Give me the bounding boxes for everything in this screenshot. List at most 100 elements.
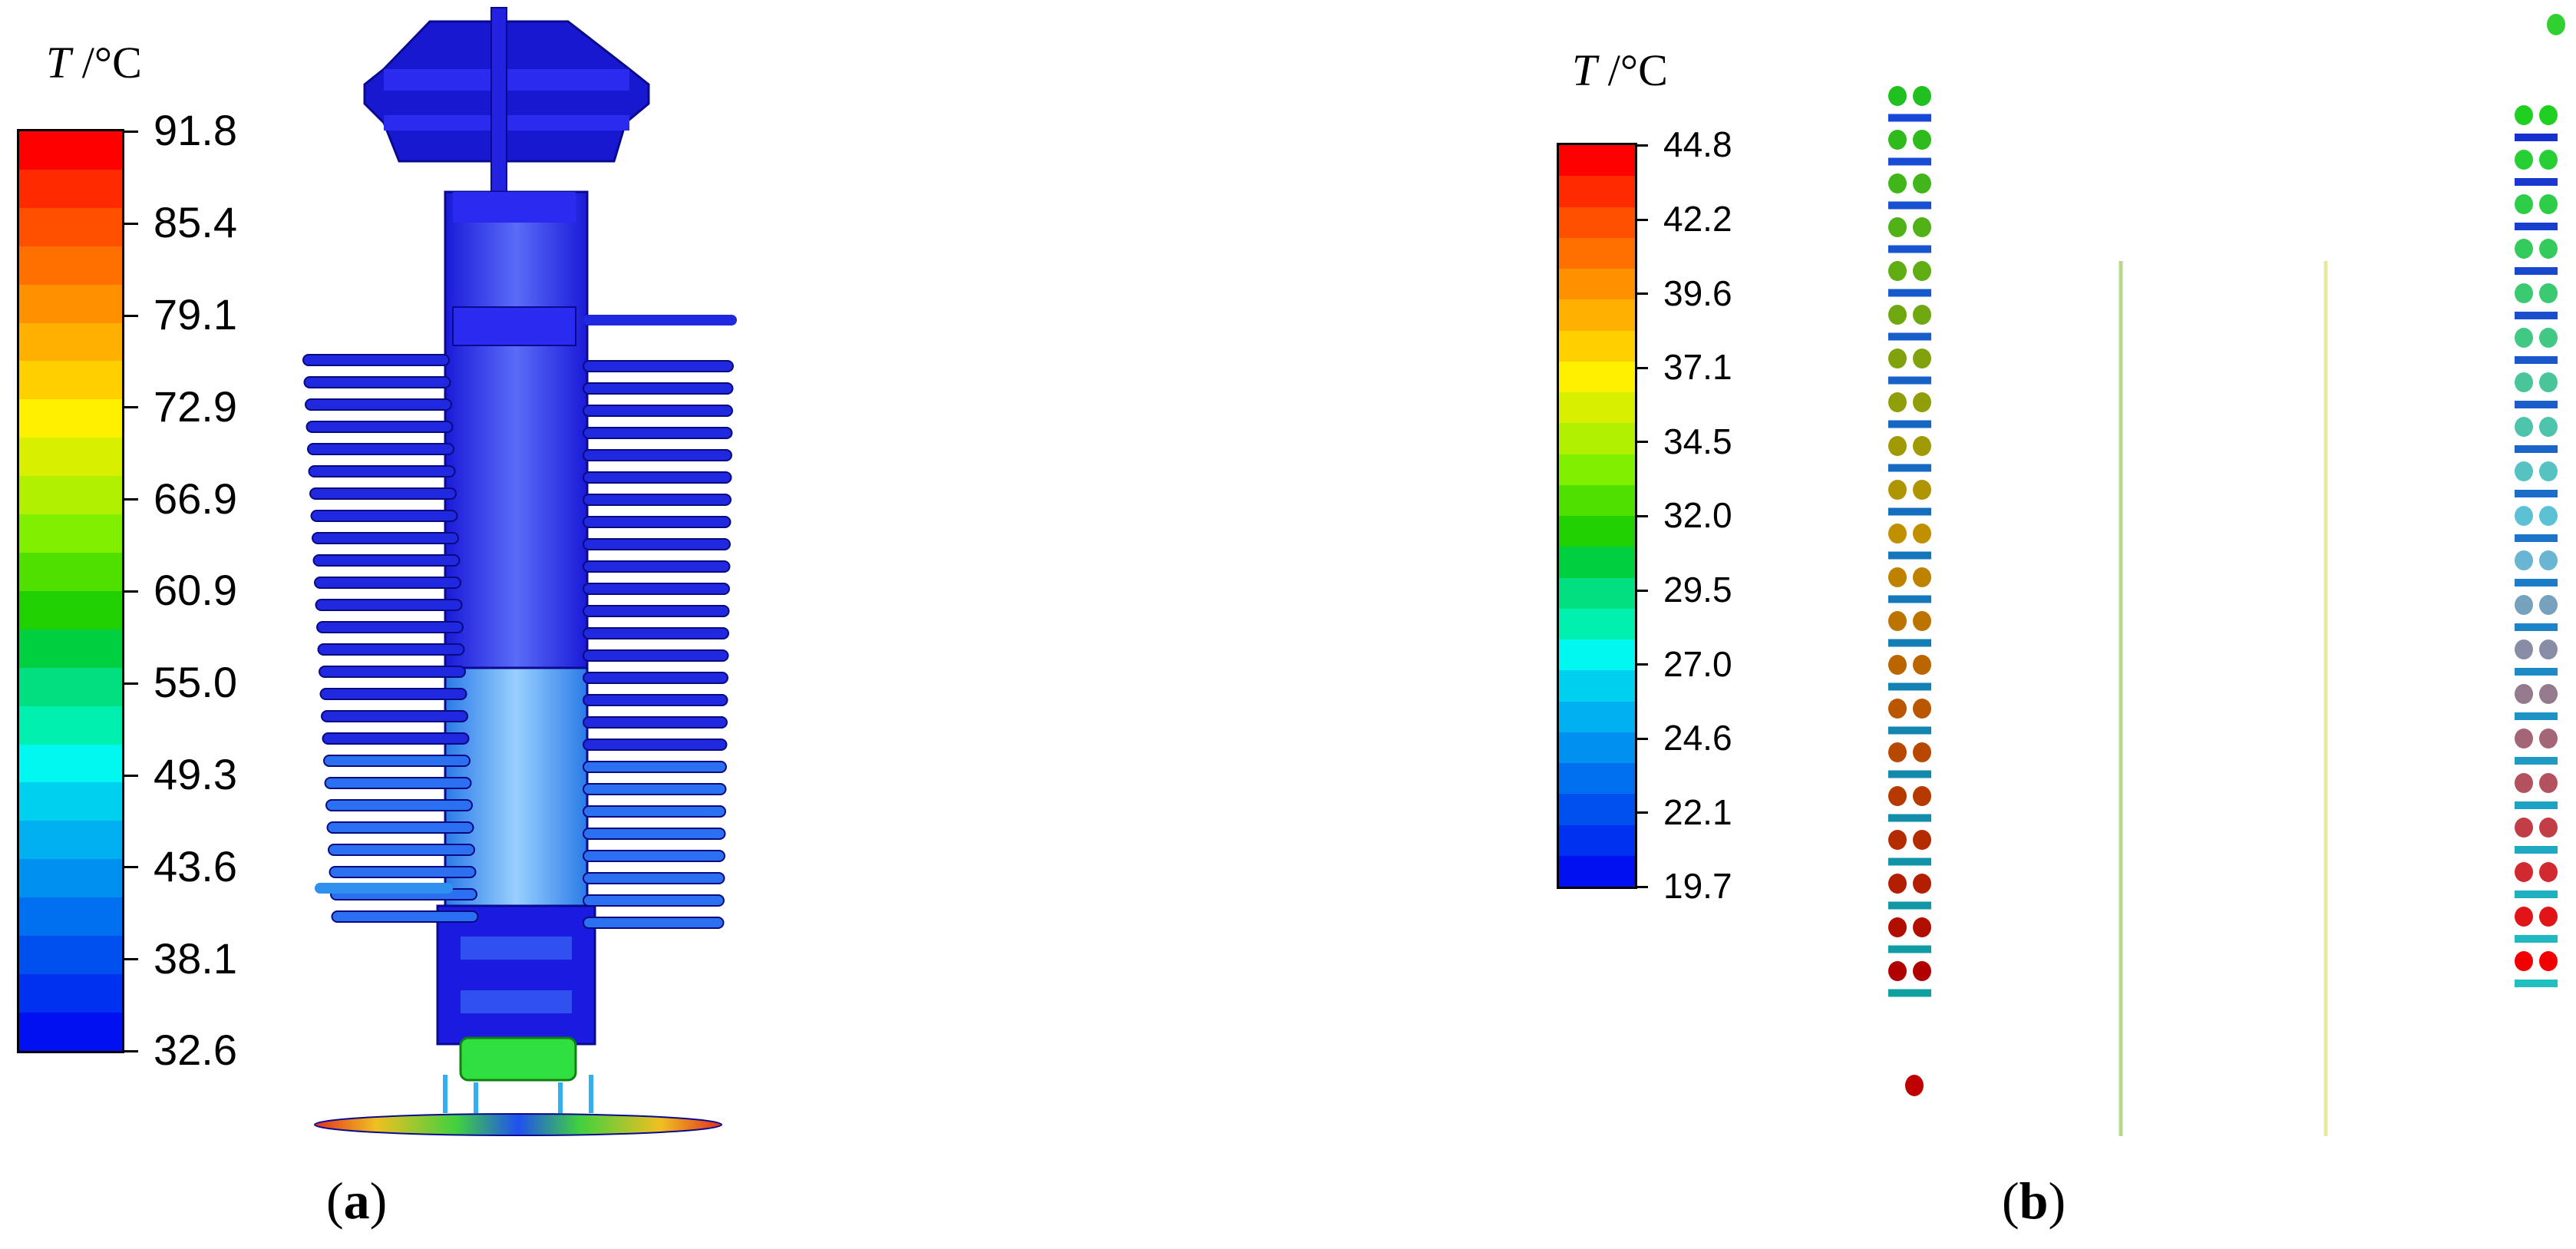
winding-spacer bbox=[1888, 901, 1931, 910]
winding-spacer bbox=[2515, 712, 2558, 720]
winding-disc bbox=[1913, 830, 1931, 850]
winding-spacer bbox=[1888, 157, 1931, 166]
winding-disc bbox=[2515, 773, 2533, 793]
winding-spacer bbox=[1888, 989, 1931, 997]
colorbar-tick-mark bbox=[124, 222, 138, 225]
winding-spacer bbox=[1888, 945, 1931, 953]
fin-left bbox=[312, 532, 459, 544]
colorbar-tick-label: 42.2 bbox=[1663, 199, 1732, 239]
colorbar-a bbox=[17, 129, 124, 1053]
fin-left bbox=[321, 710, 468, 722]
winding-spacer bbox=[2515, 757, 2558, 765]
colorbar-tick-mark bbox=[1637, 441, 1648, 444]
fin-left bbox=[316, 621, 464, 633]
winding-disc bbox=[1913, 261, 1931, 281]
winding-spacer bbox=[2515, 445, 2558, 453]
winding-disc bbox=[2539, 417, 2558, 437]
fin-right bbox=[583, 427, 733, 439]
colorbar-band bbox=[1559, 423, 1635, 454]
fin-left bbox=[317, 643, 465, 656]
winding-disc bbox=[1913, 961, 1931, 981]
winding-disc bbox=[2539, 150, 2558, 170]
colorbar-band bbox=[19, 667, 122, 706]
winding-spacer bbox=[1888, 464, 1931, 472]
colorbar-band bbox=[19, 590, 122, 629]
colorbar-band bbox=[1559, 299, 1635, 331]
winding-spacer bbox=[2515, 623, 2558, 631]
winding-right-column bbox=[2515, 105, 2558, 987]
winding-disc bbox=[1913, 611, 1931, 631]
colorbar-band bbox=[1559, 237, 1635, 269]
winding-disc bbox=[1888, 130, 1907, 150]
colorbar-tick-mark bbox=[1637, 886, 1648, 888]
colorbar-band bbox=[19, 782, 122, 821]
fin-right bbox=[583, 649, 729, 662]
fin-right bbox=[583, 917, 725, 929]
winding-disc bbox=[1888, 961, 1907, 981]
winding-disc bbox=[2515, 283, 2533, 303]
fin-right bbox=[583, 894, 725, 907]
winding-disc bbox=[1888, 567, 1907, 587]
fin-right bbox=[583, 605, 730, 617]
winding-disc bbox=[2539, 684, 2558, 704]
fin-left bbox=[329, 866, 477, 878]
winding-disc bbox=[1888, 349, 1907, 368]
colorbar-tick-label: 37.1 bbox=[1663, 347, 1732, 388]
colorbar-band bbox=[1559, 824, 1635, 856]
winding-spacer bbox=[1888, 376, 1931, 385]
winding-spacer bbox=[1888, 289, 1931, 297]
winding-disc bbox=[2515, 951, 2533, 971]
colorbar-a-title: T /°C bbox=[46, 38, 142, 88]
winding-disc bbox=[1888, 86, 1907, 106]
colorbar-tick-mark bbox=[124, 314, 138, 317]
colorbar-tick-mark bbox=[1637, 663, 1648, 666]
winding-disc bbox=[1888, 480, 1907, 500]
colorbar-tick-label: 24.6 bbox=[1663, 718, 1732, 758]
winding-disc bbox=[1888, 611, 1907, 631]
winding-disc bbox=[2515, 506, 2533, 526]
winding-spacer bbox=[1888, 682, 1931, 691]
winding-disc bbox=[1913, 742, 1931, 762]
winding-disc bbox=[1913, 917, 1931, 937]
bushing-thermal-model bbox=[302, 7, 737, 1136]
winding-disc bbox=[2539, 372, 2558, 392]
winding-disc bbox=[2515, 461, 2533, 481]
winding-disc bbox=[2515, 194, 2533, 214]
fin-left bbox=[322, 732, 470, 745]
colorbar-tick-label: 85.4 bbox=[154, 198, 237, 247]
winding-disc bbox=[2539, 951, 2558, 971]
colorbar-band bbox=[1559, 392, 1635, 424]
winding-disc bbox=[1888, 786, 1907, 806]
colorbar-band bbox=[1559, 145, 1635, 177]
winding-disc bbox=[1913, 480, 1931, 500]
winding-disc bbox=[1913, 173, 1931, 193]
winding-disc bbox=[1888, 742, 1907, 762]
winding-disc bbox=[2515, 862, 2533, 882]
fin-left bbox=[326, 821, 474, 834]
winding-disc bbox=[2515, 372, 2533, 392]
colorbar-tick-mark bbox=[124, 131, 138, 133]
colorbar-tick-label: 34.5 bbox=[1663, 421, 1732, 461]
fin-right bbox=[583, 872, 725, 884]
winding-disc bbox=[1913, 392, 1931, 412]
colorbar-tick-label: 60.9 bbox=[154, 566, 237, 615]
winding-spacer bbox=[2515, 890, 2558, 898]
fin-right bbox=[583, 694, 728, 706]
winding-disc bbox=[1913, 349, 1931, 368]
colorbar-band bbox=[1559, 794, 1635, 825]
winding-disc bbox=[2539, 506, 2558, 526]
colorbar-tick-mark bbox=[124, 774, 138, 777]
colorbar-b bbox=[1557, 143, 1637, 889]
winding-disc bbox=[1888, 217, 1907, 237]
colorbar-tick-mark bbox=[124, 590, 138, 593]
winding-disc bbox=[1913, 874, 1931, 894]
colorbar-tick-mark bbox=[1637, 218, 1648, 221]
winding-disc bbox=[2539, 283, 2558, 303]
winding-spacer bbox=[2515, 534, 2558, 542]
winding-disc bbox=[1913, 217, 1931, 237]
fin-left bbox=[302, 354, 450, 366]
winding-spacer bbox=[1888, 726, 1931, 735]
colorbar-band bbox=[19, 859, 122, 898]
colorbar-tick-mark bbox=[1637, 737, 1648, 740]
colorbar-tick-mark bbox=[1637, 144, 1648, 147]
